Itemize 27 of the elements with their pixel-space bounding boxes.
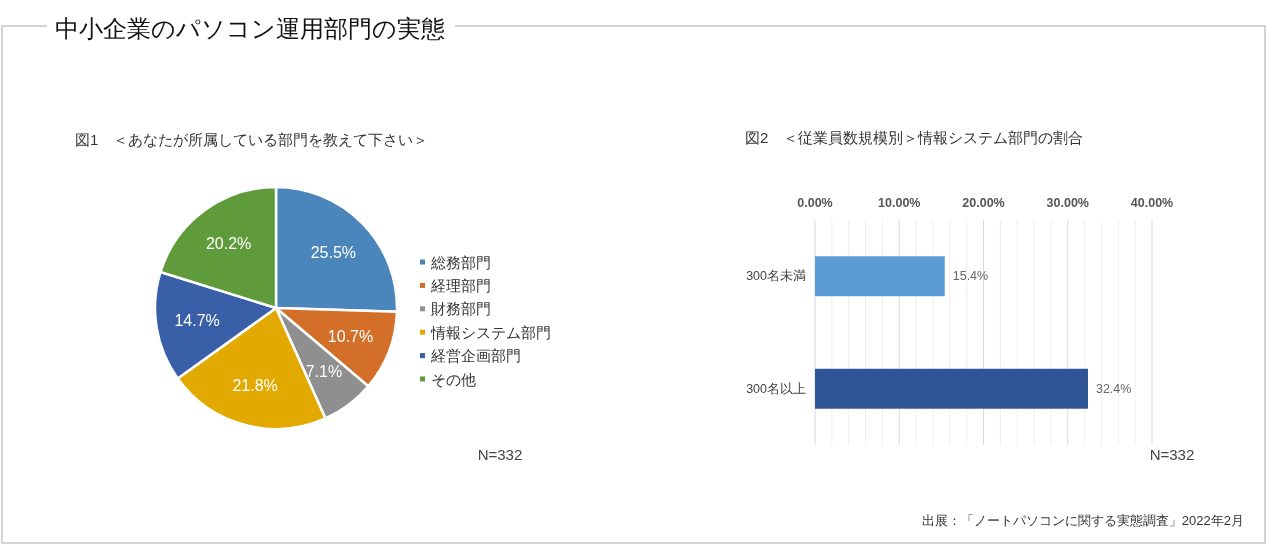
data-label: 21.8% (232, 376, 278, 394)
legend-label: 経理部門 (430, 276, 491, 294)
text: 出展：「ノートパソコンに関する実態調査」2022年2月 (921, 513, 1244, 528)
data-label: 15.4% (952, 269, 989, 284)
x-tick-label: 10.00% (878, 196, 921, 210)
x-tick-label: 20.00% (962, 196, 1005, 210)
legend-label: 経営企画部門 (430, 347, 521, 365)
data-label: 10.7% (327, 328, 374, 346)
legend-label: 財務部門 (431, 300, 491, 318)
data-label: 14.7% (174, 312, 220, 330)
x-tick-label: 0.00% (797, 196, 833, 210)
text: N=332 (1149, 446, 1195, 463)
chart-title: 図2 ＜従業員数規模別＞情報システム部門の割合 (745, 129, 1084, 146)
y-tick-label: 300名以上 (746, 381, 806, 396)
text: N=332 (477, 446, 523, 463)
chart-title: 図1 ＜あなたが所属している部門を教えて下さい＞ (75, 131, 429, 148)
x-tick-label: 30.00% (1046, 196, 1089, 210)
legend-label: 情報システム部門 (430, 323, 551, 341)
data-label: 32.4% (1095, 381, 1132, 396)
data-label: 7.1% (305, 363, 343, 381)
legend-label: 総務部門 (430, 253, 491, 271)
x-tick-label: 40.00% (1130, 196, 1174, 210)
data-label: 25.5% (310, 243, 357, 261)
data-label: 20.2% (205, 235, 252, 253)
legend-label: その他 (431, 370, 476, 388)
y-tick-label: 300名未満 (746, 269, 806, 284)
text: 中小企業のパソコン運用部門の実態 (55, 15, 445, 42)
